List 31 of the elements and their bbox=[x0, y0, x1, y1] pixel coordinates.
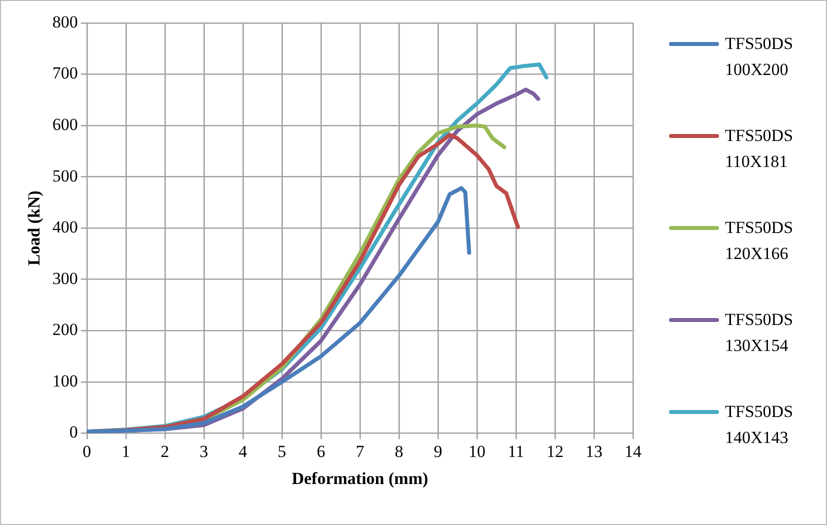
y-tick-label: 200 bbox=[52, 320, 78, 340]
x-tick-label: 3 bbox=[200, 442, 208, 461]
x-tick-label: 0 bbox=[82, 442, 92, 461]
x-tick-label: 13 bbox=[585, 442, 602, 461]
x-tick-label: 4 bbox=[238, 442, 248, 461]
x-tick-label: 10 bbox=[468, 442, 486, 461]
x-tick-label: 5 bbox=[278, 442, 286, 461]
x-tick-label: 8 bbox=[394, 442, 404, 461]
y-tick-label: 400 bbox=[52, 218, 78, 237]
y-tick-label: 500 bbox=[52, 166, 78, 186]
x-tick-label: 12 bbox=[546, 442, 564, 461]
legend-label: TFS50DS 130X154 bbox=[725, 309, 794, 357]
x-tick-label: 14 bbox=[624, 442, 642, 461]
x-tick-label: 7 bbox=[356, 442, 365, 461]
y-tick-label: 300 bbox=[52, 268, 78, 288]
x-axis-title: Deformation (mm) bbox=[292, 469, 428, 488]
legend-label: TFS50DS 120X166 bbox=[725, 217, 794, 265]
y-tick-label: 800 bbox=[52, 12, 78, 32]
y-tick-label: 0 bbox=[69, 422, 78, 442]
x-tick-label: 9 bbox=[434, 442, 442, 461]
x-tick-label: 6 bbox=[316, 442, 326, 461]
y-tick-label: 700 bbox=[52, 64, 78, 83]
y-tick-label: 600 bbox=[52, 115, 78, 134]
x-tick-label: 2 bbox=[160, 442, 170, 461]
y-axis-title: Load (kN) bbox=[24, 190, 44, 266]
x-tick-label: 11 bbox=[508, 442, 524, 461]
legend-label: TFS50DS 110X181 bbox=[725, 125, 794, 173]
y-tick-label: 100 bbox=[52, 371, 78, 390]
legend-label: TFS50DS 140X143 bbox=[725, 401, 794, 449]
legend-label: TFS50DS 100X200 bbox=[725, 33, 794, 81]
x-tick-label: 1 bbox=[122, 442, 130, 461]
